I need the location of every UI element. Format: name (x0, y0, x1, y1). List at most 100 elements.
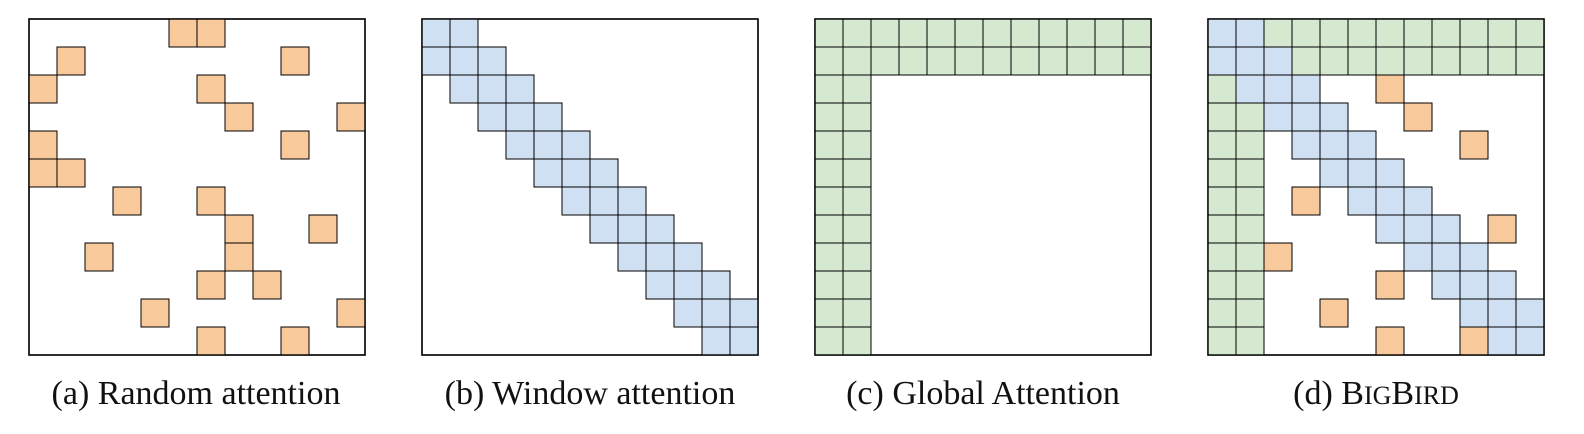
window-cell (1431, 242, 1461, 272)
window-cell (1319, 130, 1349, 160)
global-cell (842, 46, 872, 76)
window-cell (673, 270, 703, 300)
random-cell (252, 270, 282, 300)
global-cell (1235, 102, 1265, 132)
global-cell (814, 102, 844, 132)
window-cell (561, 130, 591, 160)
window-cell (1235, 18, 1265, 48)
global-cell (1263, 18, 1293, 48)
window-cell (561, 158, 591, 188)
panel-bigbird (1207, 18, 1545, 356)
random-cell (196, 74, 226, 104)
window-cell (1487, 298, 1517, 328)
random-cell (196, 326, 226, 356)
global-cell (842, 158, 872, 188)
global-cell (1094, 18, 1124, 48)
random-cell (1459, 130, 1489, 160)
random-cell (56, 46, 86, 76)
window-cell (1291, 74, 1321, 104)
caption-bigbird-part-3: B (1391, 375, 1414, 412)
global-cell (1207, 74, 1237, 104)
random-cell (224, 214, 254, 244)
global-cell (1066, 46, 1096, 76)
random-cell (1375, 74, 1405, 104)
window-cell (1431, 214, 1461, 244)
global-cell (1010, 18, 1040, 48)
caption-bigbird-prefix: (d) (1293, 375, 1341, 412)
window-cell (1291, 102, 1321, 132)
window-cell (1487, 326, 1517, 356)
random-cell (336, 298, 366, 328)
window-cell (729, 298, 759, 328)
window-cell (421, 46, 451, 76)
random-cell (28, 158, 58, 188)
global-cell (842, 130, 872, 160)
global-cell (1291, 46, 1321, 76)
global-cell (1207, 326, 1237, 356)
global-cell (1207, 158, 1237, 188)
global-cell (814, 74, 844, 104)
global-cell (870, 46, 900, 76)
global-cell (842, 242, 872, 272)
global-cell (1459, 18, 1489, 48)
global-cell (842, 186, 872, 216)
window-cell (1319, 158, 1349, 188)
global-cell (842, 270, 872, 300)
global-cell (1487, 18, 1517, 48)
window-cell (1459, 270, 1489, 300)
global-cell (814, 326, 844, 356)
global-cell (1487, 46, 1517, 76)
window-cell (1207, 18, 1237, 48)
window-cell (505, 102, 535, 132)
random-cell (224, 242, 254, 272)
window-cell (645, 270, 675, 300)
global-cell (842, 214, 872, 244)
window-cell (589, 158, 619, 188)
window-cell (449, 18, 479, 48)
random-cell (336, 102, 366, 132)
global-cell (1375, 18, 1405, 48)
window-cell (1459, 242, 1489, 272)
caption-bigbird-part-1: B (1341, 375, 1364, 412)
window-cell (1403, 214, 1433, 244)
random-cell (28, 130, 58, 160)
window-cell (505, 74, 535, 104)
global-cell (982, 46, 1012, 76)
global-cell (1235, 242, 1265, 272)
random-cell (224, 102, 254, 132)
global-cell (1235, 158, 1265, 188)
random-cell (1263, 242, 1293, 272)
global-cell (898, 18, 928, 48)
global-cell (1010, 46, 1040, 76)
global-cell (1291, 18, 1321, 48)
window-cell (561, 186, 591, 216)
window-cell (1235, 46, 1265, 76)
window-cell (1319, 102, 1349, 132)
caption-random-attention: (a) Random attention (52, 375, 341, 412)
global-cell (1431, 46, 1461, 76)
window-cell (617, 186, 647, 216)
window-cell (477, 74, 507, 104)
caption-bigbird-part-4: IRD (1414, 381, 1459, 410)
global-cell (1319, 46, 1349, 76)
global-cell (1347, 46, 1377, 76)
panel-border (421, 18, 759, 356)
global-cell (814, 130, 844, 160)
window-cell (421, 18, 451, 48)
window-cell (1515, 326, 1545, 356)
global-cell (1038, 46, 1068, 76)
global-cell (842, 74, 872, 104)
window-cell (729, 326, 759, 356)
panel-border (814, 18, 1152, 356)
random-cell (1459, 326, 1489, 356)
caption-window-attention: (b) Window attention (445, 375, 736, 412)
global-cell (1235, 298, 1265, 328)
global-cell (842, 298, 872, 328)
window-cell (1459, 298, 1489, 328)
window-cell (449, 74, 479, 104)
global-cell (1235, 214, 1265, 244)
global-cell (1207, 242, 1237, 272)
global-cell (1235, 186, 1265, 216)
window-cell (673, 242, 703, 272)
